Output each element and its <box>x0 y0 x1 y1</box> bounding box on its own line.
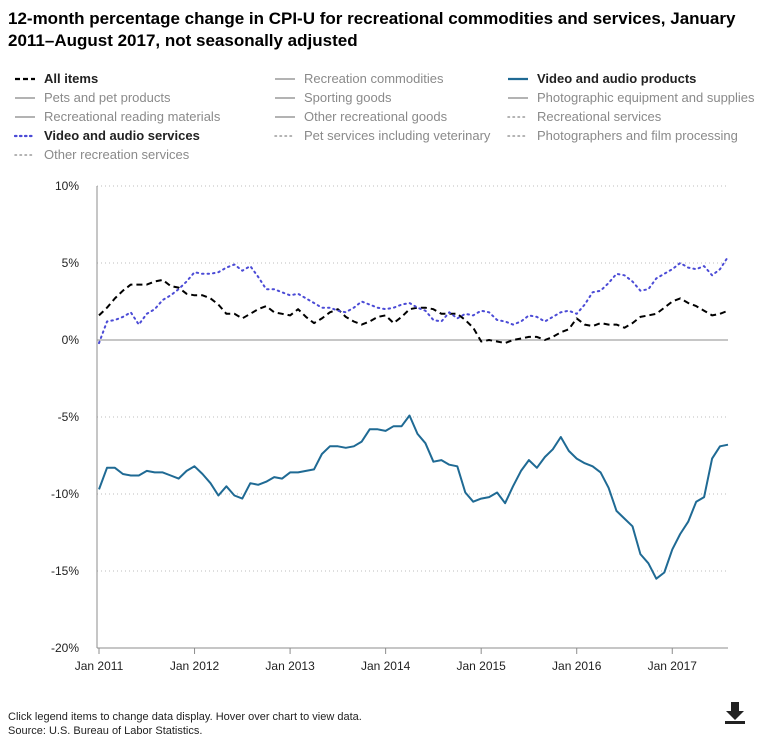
x-tick-label: Jan 2017 <box>648 659 698 673</box>
legend-label: Video and audio services <box>44 128 200 143</box>
legend-swatch <box>274 131 296 141</box>
legend-item-other-recreational-goods[interactable]: Other recreational goods <box>274 107 507 126</box>
x-tick-label: Jan 2014 <box>361 659 411 673</box>
legend-item-recreational-reading-materials[interactable]: Recreational reading materials <box>14 107 274 126</box>
chart-title: 12-month percentage change in CPI-U for … <box>8 9 736 50</box>
legend-label: Photographic equipment and supplies <box>537 90 755 105</box>
legend-swatch <box>274 93 296 103</box>
legend-item-pets-and-pet-products[interactable]: Pets and pet products <box>14 88 274 107</box>
legend-swatch <box>14 150 36 160</box>
y-tick-label: 0% <box>62 333 80 347</box>
legend-item-photographic-equipment-and-supplies[interactable]: Photographic equipment and supplies <box>507 88 759 107</box>
legend-swatch <box>507 74 529 84</box>
legend-item-photographers-and-film-processing[interactable]: Photographers and film processing <box>507 126 759 145</box>
x-tick-label: Jan 2011 <box>75 659 124 673</box>
legend-swatch <box>507 112 529 122</box>
legend-swatch <box>274 74 296 84</box>
legend-item-video-and-audio-services[interactable]: Video and audio services <box>14 126 274 145</box>
legend-swatch <box>507 131 529 141</box>
y-tick-label: -10% <box>51 487 79 501</box>
legend-label: Other recreational goods <box>304 109 448 124</box>
y-tick-label: -20% <box>51 641 79 655</box>
legend-label: Sporting goods <box>304 90 392 105</box>
legend-label: All items <box>44 71 99 86</box>
legend-label: Recreational services <box>537 109 662 124</box>
legend-label: Recreation commodities <box>304 71 444 86</box>
series-line-all-items[interactable] <box>98 278 729 345</box>
legend-label: Photographers and film processing <box>537 128 738 143</box>
footer-source: Source: U.S. Bureau of Labor Statistics. <box>8 725 203 737</box>
footer: Click legend items to change data displa… <box>8 710 362 738</box>
legend-label: Pet services including veterinary <box>304 128 491 143</box>
legend-item-recreational-services[interactable]: Recreational services <box>507 107 759 126</box>
download-icon[interactable] <box>722 700 748 726</box>
y-tick-label: 5% <box>62 256 80 270</box>
legend-item-sporting-goods[interactable]: Sporting goods <box>274 88 507 107</box>
legend-item-video-and-audio-products[interactable]: Video and audio products <box>507 69 759 88</box>
legend-swatch <box>14 93 36 103</box>
legend-item-all-items[interactable]: All items <box>14 69 274 88</box>
y-tick-label: 10% <box>55 179 79 193</box>
series-line-video-and-audio-products[interactable] <box>98 414 729 580</box>
legend-label: Video and audio products <box>537 71 697 86</box>
x-tick-label: Jan 2012 <box>170 659 220 673</box>
legend-label: Recreational reading materials <box>44 109 221 124</box>
legend-item-other-recreation-services[interactable]: Other recreation services <box>14 145 274 164</box>
legend-label: Pets and pet products <box>44 90 171 105</box>
legend-swatch <box>14 112 36 122</box>
x-tick-label: Jan 2016 <box>552 659 602 673</box>
legend-label: Other recreation services <box>44 147 190 162</box>
legend-item-pet-services-including-veterinary[interactable]: Pet services including veterinary <box>274 126 507 145</box>
y-tick-label: -5% <box>58 410 80 424</box>
legend-swatch <box>507 93 529 103</box>
footer-note: Click legend items to change data displa… <box>8 711 362 723</box>
y-tick-label: -15% <box>51 564 79 578</box>
x-tick-label: Jan 2015 <box>456 659 506 673</box>
line-chart[interactable]: 10% 5% 0% -5% -10% -15% -20% Jan 2011 Jan 2012 Ja… <box>0 170 762 690</box>
x-tick-label: Jan 2013 <box>265 659 315 673</box>
series-line-video-and-audio-services[interactable] <box>98 255 729 345</box>
legend-swatch <box>274 112 296 122</box>
legend-item-recreation-commodities[interactable]: Recreation commodities <box>274 69 507 88</box>
legend: All items Recreation commodities Video and… <box>14 69 759 164</box>
legend-swatch <box>14 74 36 84</box>
legend-swatch <box>14 131 36 141</box>
